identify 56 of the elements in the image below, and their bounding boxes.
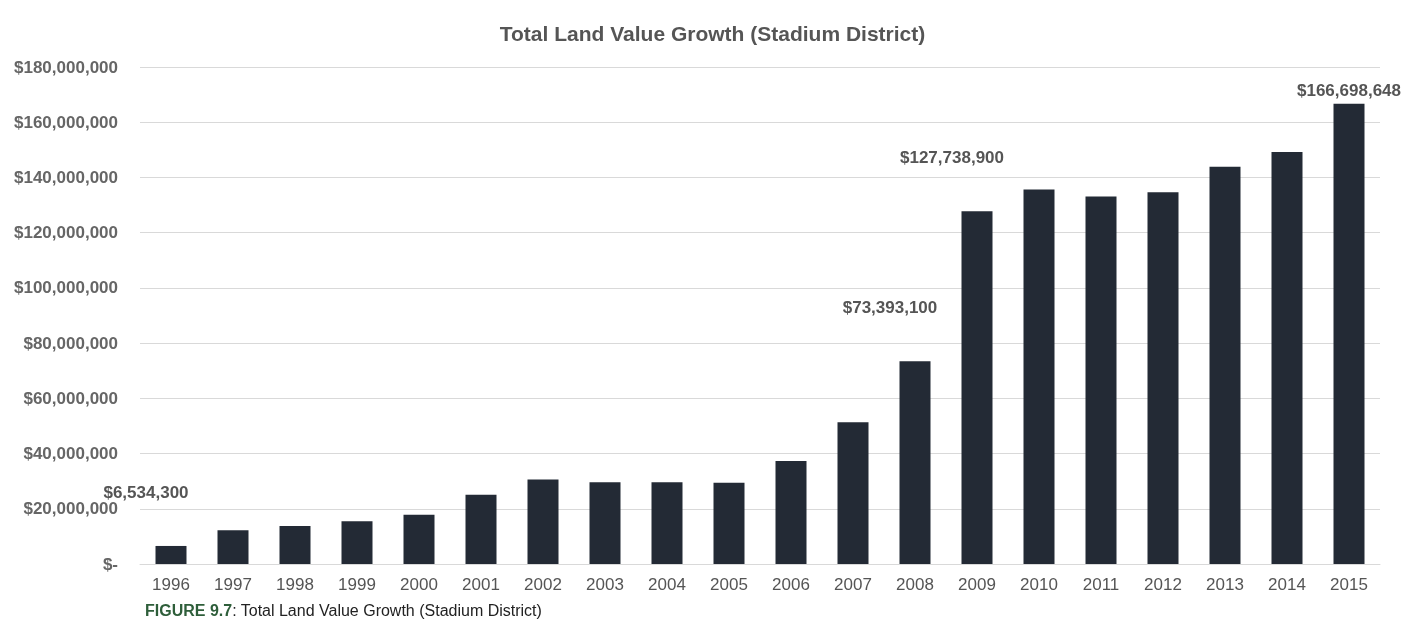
x-tick-label: 2011 xyxy=(1082,575,1120,594)
bar xyxy=(651,482,683,564)
bar xyxy=(527,479,559,564)
x-tick-label: 2008 xyxy=(896,575,934,594)
x-tick-label: 2001 xyxy=(462,575,500,594)
y-tick-label: $20,000,000 xyxy=(23,499,118,519)
y-tick-label: $- xyxy=(102,554,118,574)
x-tick-label: 2004 xyxy=(648,575,686,594)
x-tick-label: 2005 xyxy=(710,575,748,594)
x-tick-label: 2006 xyxy=(772,575,810,594)
x-tick-label: 2015 xyxy=(1330,575,1368,594)
bar xyxy=(1209,166,1241,564)
x-tick-label: 2000 xyxy=(400,575,438,594)
bar xyxy=(1023,189,1055,564)
y-tick-label: $80,000,000 xyxy=(23,333,118,353)
data-label: $6,534,300 xyxy=(103,482,189,502)
bar xyxy=(1085,196,1117,564)
caption: FIGURE 9.7: Total Land Value Growth (Stadium District) xyxy=(145,601,542,619)
bar xyxy=(155,545,187,564)
x-tick-label: 1996 xyxy=(152,575,190,594)
data-label: $127,738,900 xyxy=(900,148,1004,168)
y-tick-label: $120,000,000 xyxy=(14,223,118,243)
bar xyxy=(899,361,931,564)
bar xyxy=(403,514,435,564)
bar xyxy=(775,461,807,564)
x-tick-label: 2013 xyxy=(1206,575,1244,594)
x-tick-label: 2010 xyxy=(1020,575,1058,594)
bar xyxy=(1333,103,1365,564)
chart-title: Total Land Value Growth (Stadium District) xyxy=(499,22,926,45)
data-label: $73,393,100 xyxy=(842,298,938,318)
bar xyxy=(1147,192,1179,564)
y-tick-label: $100,000,000 xyxy=(14,278,118,298)
bar xyxy=(713,482,745,564)
x-tick-label: 1999 xyxy=(338,575,376,594)
bar xyxy=(465,494,497,564)
bar xyxy=(1271,152,1303,564)
x-tick-label: 1998 xyxy=(276,575,314,594)
y-tick-label: $40,000,000 xyxy=(23,444,118,464)
x-tick-label: 1997 xyxy=(214,575,252,594)
data-label: $166,698,648 xyxy=(1297,80,1401,100)
bar xyxy=(589,482,621,564)
bar xyxy=(341,521,373,564)
y-tick-label: $140,000,000 xyxy=(14,167,118,187)
bar xyxy=(279,525,311,564)
bar xyxy=(961,211,993,564)
x-tick-label: 2007 xyxy=(834,575,872,594)
x-tick-label: 2009 xyxy=(958,575,996,594)
bar xyxy=(837,422,869,564)
y-tick-label: $180,000,000 xyxy=(14,57,118,77)
bar xyxy=(217,530,249,564)
x-tick-label: 2002 xyxy=(524,575,562,594)
x-tick-label: 2014 xyxy=(1268,575,1306,594)
x-tick-label: 2003 xyxy=(586,575,624,594)
y-tick-label: $160,000,000 xyxy=(14,112,118,132)
x-tick-label: 2012 xyxy=(1144,575,1182,594)
y-tick-label: $60,000,000 xyxy=(23,388,118,408)
